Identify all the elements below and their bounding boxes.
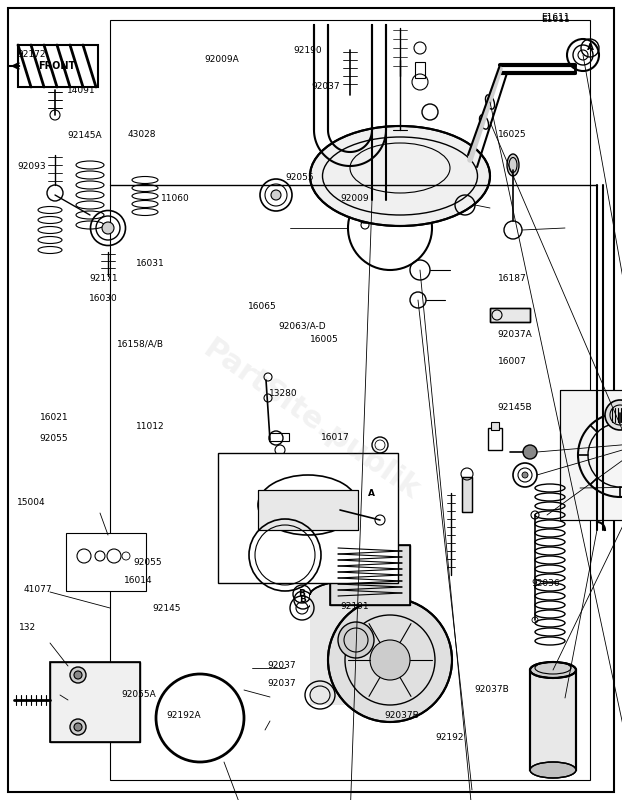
Ellipse shape bbox=[507, 154, 519, 176]
Text: 16007: 16007 bbox=[498, 357, 526, 366]
Text: 92145B: 92145B bbox=[498, 403, 532, 413]
Bar bbox=[19, 46, 97, 86]
Text: PartSite.publik: PartSite.publik bbox=[197, 334, 425, 506]
Ellipse shape bbox=[530, 762, 576, 778]
Text: 16030: 16030 bbox=[89, 294, 118, 303]
Text: 92037: 92037 bbox=[311, 82, 340, 91]
Text: 13280: 13280 bbox=[269, 389, 297, 398]
Circle shape bbox=[605, 400, 622, 430]
Bar bbox=[462, 477, 472, 512]
Text: 92055: 92055 bbox=[285, 173, 313, 182]
Text: 16187: 16187 bbox=[498, 274, 526, 283]
Text: 92009: 92009 bbox=[341, 194, 369, 203]
Circle shape bbox=[74, 671, 82, 679]
Text: 92093: 92093 bbox=[17, 162, 46, 171]
Bar bbox=[50, 662, 140, 742]
Text: 92172: 92172 bbox=[17, 50, 46, 59]
Text: 92145: 92145 bbox=[152, 604, 181, 614]
Bar bbox=[258, 490, 358, 530]
Ellipse shape bbox=[271, 190, 281, 200]
Bar bbox=[18, 45, 98, 87]
Text: 16017: 16017 bbox=[321, 433, 350, 442]
Text: 92192: 92192 bbox=[435, 733, 464, 742]
Circle shape bbox=[328, 598, 452, 722]
Bar bbox=[330, 545, 410, 605]
Text: 92190: 92190 bbox=[294, 46, 322, 55]
Bar bbox=[330, 545, 410, 605]
Text: B: B bbox=[300, 595, 307, 605]
Bar bbox=[491, 422, 499, 430]
Text: 92037B: 92037B bbox=[474, 685, 509, 694]
Bar bbox=[490, 308, 530, 322]
Text: A: A bbox=[368, 490, 374, 498]
Text: B: B bbox=[299, 590, 305, 598]
Text: A: A bbox=[587, 43, 593, 53]
Bar bbox=[269, 433, 289, 441]
Bar bbox=[530, 670, 576, 770]
Bar bbox=[530, 670, 576, 770]
Bar bbox=[66, 533, 146, 591]
Bar bbox=[258, 490, 358, 530]
Bar bbox=[560, 390, 622, 520]
Text: 15004: 15004 bbox=[17, 498, 46, 507]
Circle shape bbox=[338, 622, 374, 658]
Bar bbox=[488, 428, 502, 450]
Bar bbox=[415, 62, 425, 78]
Text: 11012: 11012 bbox=[136, 422, 164, 431]
Ellipse shape bbox=[102, 222, 114, 234]
Bar bbox=[462, 477, 472, 512]
Text: 92037: 92037 bbox=[267, 661, 296, 670]
Circle shape bbox=[74, 723, 82, 731]
Bar bbox=[310, 595, 410, 705]
Text: 14091: 14091 bbox=[67, 86, 96, 95]
Text: E1611: E1611 bbox=[541, 15, 569, 24]
Text: 16014: 16014 bbox=[124, 576, 153, 586]
Text: 16005: 16005 bbox=[310, 334, 338, 344]
Ellipse shape bbox=[310, 580, 410, 610]
Text: 92009A: 92009A bbox=[204, 55, 239, 65]
Bar bbox=[18, 45, 98, 87]
Bar bbox=[50, 662, 140, 742]
Text: 92055: 92055 bbox=[40, 434, 68, 443]
Text: 92036: 92036 bbox=[532, 579, 560, 589]
Text: 16031: 16031 bbox=[136, 259, 164, 269]
Text: 41077: 41077 bbox=[24, 585, 52, 594]
Text: 92171: 92171 bbox=[89, 274, 118, 283]
Text: 92055A: 92055A bbox=[121, 690, 156, 699]
Text: 92145A: 92145A bbox=[67, 131, 102, 141]
Text: 11060: 11060 bbox=[160, 194, 189, 203]
Text: 16025: 16025 bbox=[498, 130, 526, 139]
Text: 92191: 92191 bbox=[341, 602, 369, 611]
Circle shape bbox=[522, 472, 528, 478]
Bar bbox=[218, 453, 398, 583]
Text: 92037B: 92037B bbox=[384, 711, 419, 721]
Circle shape bbox=[370, 640, 410, 680]
Text: E1611: E1611 bbox=[541, 13, 569, 22]
Text: 16158/A/B: 16158/A/B bbox=[117, 339, 164, 349]
Text: 92037: 92037 bbox=[267, 679, 296, 689]
Text: 92055: 92055 bbox=[134, 558, 162, 567]
Text: 92192A: 92192A bbox=[167, 711, 202, 721]
Ellipse shape bbox=[530, 662, 576, 678]
Ellipse shape bbox=[310, 126, 490, 226]
Bar bbox=[560, 390, 622, 520]
Bar bbox=[490, 308, 530, 322]
Text: 132: 132 bbox=[19, 623, 36, 633]
Text: 16021: 16021 bbox=[40, 413, 68, 422]
Text: 92037A: 92037A bbox=[498, 330, 532, 339]
Bar bbox=[110, 20, 590, 780]
Circle shape bbox=[523, 445, 537, 459]
Circle shape bbox=[70, 667, 86, 683]
Text: 92063/A-D: 92063/A-D bbox=[279, 322, 327, 331]
Text: FRONT: FRONT bbox=[39, 61, 76, 71]
Text: 43028: 43028 bbox=[128, 130, 156, 139]
Text: 16065: 16065 bbox=[248, 302, 276, 311]
Circle shape bbox=[70, 719, 86, 735]
